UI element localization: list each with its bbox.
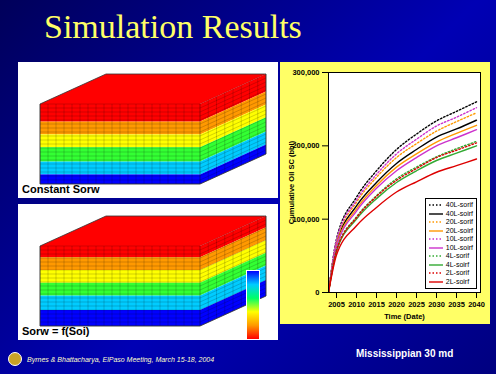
html-text:4L-soirf: 4L-soirf [445, 260, 470, 268]
svg-text:2010: 2010 [348, 300, 365, 309]
html-text:Byrnes & Bhattacharya, ElPaso: Byrnes & Bhattacharya, ElPaso Meeting, M… [27, 355, 215, 363]
svg-text:2005: 2005 [328, 300, 345, 309]
svg-text:200,000: 200,000 [292, 141, 319, 150]
svg-text:0: 0 [315, 288, 319, 297]
html-text:4L-sorif: 4L-sorif [445, 252, 470, 259]
html-text:Simulation Results: Simulation Results [44, 8, 302, 45]
html-text:20L-sorif: 20L-sorif [445, 218, 473, 225]
svg-text:2020: 2020 [388, 300, 405, 309]
svg-text:2040: 2040 [468, 300, 485, 309]
svg-text:Cumulative Oil SC (bbl): Cumulative Oil SC (bbl) [287, 140, 296, 224]
html-text:Constant Sorw: Constant Sorw [22, 183, 100, 195]
html-text:10L-sorif: 10L-sorif [445, 235, 473, 242]
html-text:10L-soirf: 10L-soirf [445, 243, 473, 251]
html-text:2L-soirf: 2L-soirf [445, 277, 470, 285]
svg-text:Time (Date): Time (Date) [384, 312, 425, 321]
html-text:Mississippian 30 md: Mississippian 30 md [356, 348, 454, 359]
svg-text:2025: 2025 [408, 300, 425, 309]
html-text:40L-sorif: 40L-sorif [445, 201, 473, 208]
svg-text:2030: 2030 [428, 300, 445, 309]
svg-text:2035: 2035 [448, 300, 465, 309]
svg-text:300,000: 300,000 [292, 68, 319, 77]
svg-text:100,000: 100,000 [292, 215, 319, 224]
svg-text:2015: 2015 [368, 300, 385, 309]
html-text:40L-soirf: 40L-soirf [445, 209, 473, 217]
html-text:Sorw = f(Soi): Sorw = f(Soi) [22, 325, 90, 337]
html-text:20L-soirf: 20L-soirf [445, 226, 473, 234]
html-text:2L-sorif: 2L-sorif [445, 269, 470, 276]
